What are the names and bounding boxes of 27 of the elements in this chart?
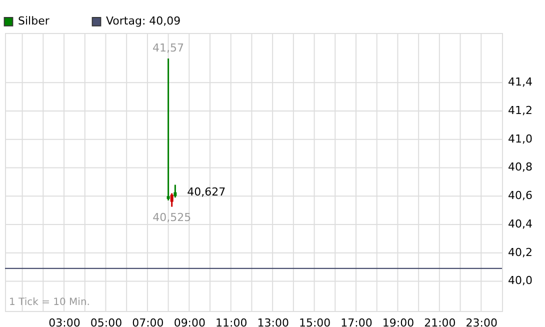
- legend-label: Vortag: 40,09: [106, 14, 181, 28]
- y-tick-label: 40,0: [508, 274, 532, 288]
- x-tick-label: 23:00: [466, 316, 498, 327]
- legend-label: Silber: [18, 14, 50, 28]
- annotation: 41,57: [152, 42, 184, 55]
- x-tick-label: 09:00: [174, 316, 206, 327]
- x-tick-label: 05:00: [90, 316, 122, 327]
- y-tick-label: 41,4: [508, 76, 532, 89]
- x-tick-label: 21:00: [424, 316, 456, 327]
- x-tick-label: 11:00: [216, 316, 248, 327]
- y-tick-label: 40,2: [508, 246, 532, 259]
- y-tick-label: 40,8: [508, 160, 532, 174]
- annotation: 1 Tick = 10 Min.: [9, 297, 90, 308]
- y-tick-label: 41,2: [508, 104, 532, 118]
- annotation: 40,525: [152, 210, 192, 224]
- x-tick-label: 19:00: [382, 316, 414, 327]
- candlestick: [174, 184, 177, 198]
- x-tick-label: 17:00: [340, 316, 372, 327]
- y-tick-label: 40,4: [508, 217, 532, 230]
- x-tick-label: 07:00: [132, 316, 164, 327]
- y-tick-label: 41,0: [508, 132, 532, 146]
- candlestick: [170, 192, 174, 208]
- x-tick-label: 15:00: [298, 316, 331, 327]
- x-tick-label: 03:00: [48, 316, 80, 327]
- annotation: 40,627: [187, 185, 226, 198]
- y-tick-label: 40,6: [508, 189, 532, 202]
- x-tick-label: 13:00: [257, 316, 289, 327]
